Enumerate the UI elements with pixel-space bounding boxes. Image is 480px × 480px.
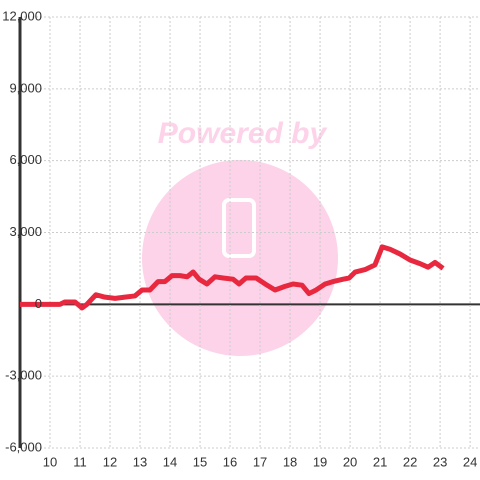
x-tick-label: 19	[313, 454, 327, 469]
x-tick-label: 17	[253, 454, 267, 469]
x-tick-label: 22	[403, 454, 417, 469]
x-tick-label: 16	[223, 454, 237, 469]
y-tick-label: 3,000	[9, 224, 42, 239]
watermark-icon	[222, 198, 256, 258]
x-tick-label: 18	[283, 454, 297, 469]
x-tick-label: 13	[133, 454, 147, 469]
x-tick-label: 24	[463, 454, 477, 469]
y-tick-label: 9,000	[9, 80, 42, 95]
y-tick-label: 6,000	[9, 152, 42, 167]
watermark-text: Powered by	[158, 117, 328, 150]
plot	[20, 244, 445, 311]
x-tick-label: 21	[373, 454, 387, 469]
x-tick-label: 23	[433, 454, 447, 469]
x-tick-label: 15	[193, 454, 207, 469]
x-tick-label: 11	[73, 454, 87, 469]
x-tick-label: 20	[343, 454, 357, 469]
grid	[18, 16, 480, 449]
data-line	[20, 244, 445, 311]
x-tick-label: 14	[163, 454, 177, 469]
x-tick-label: 10	[43, 454, 57, 469]
y-tick-label: -6,000	[5, 439, 42, 454]
y-tick-label: 12,000	[2, 8, 42, 23]
y-tick-label: -3,000	[5, 368, 42, 383]
x-tick-label: 12	[103, 454, 117, 469]
y-tick-label: 0	[35, 296, 42, 311]
